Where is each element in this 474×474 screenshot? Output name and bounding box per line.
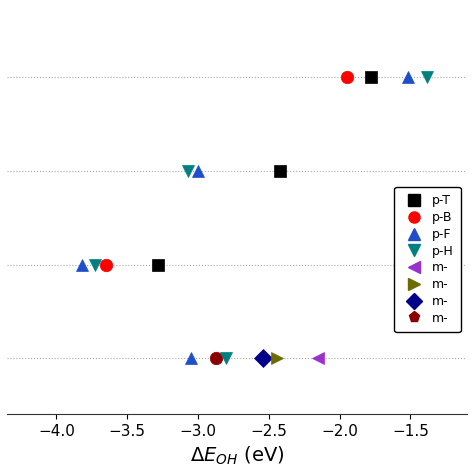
Legend: p-T, p-B, p-F, p-H, m-, m-, m-, m-: p-T, p-B, p-F, p-H, m-, m-, m-, m- — [394, 187, 461, 332]
X-axis label: $\Delta E_{OH}$ (eV): $\Delta E_{OH}$ (eV) — [190, 445, 284, 467]
